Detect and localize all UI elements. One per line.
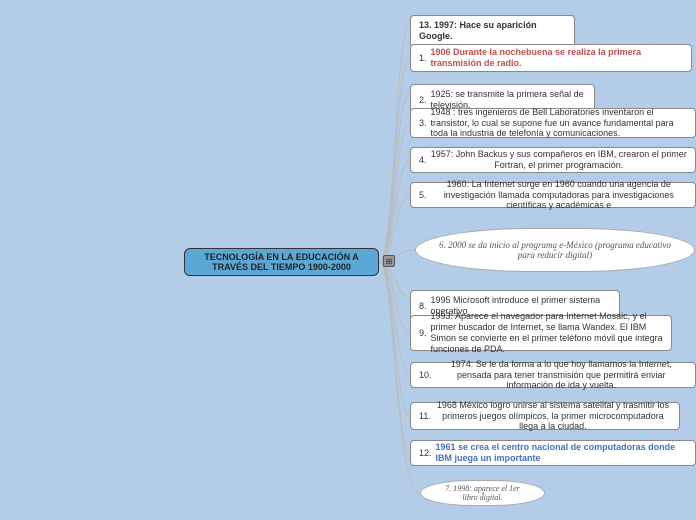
node-9[interactable]: 9. 1993: Aparece el navegador para Inter… (410, 315, 672, 351)
central-topic[interactable]: TECNOLOGÍA EN LA EDUCACIÓN A TRAVÉS DEL … (184, 248, 379, 276)
node-3[interactable]: 3. 1948 : tres ingenieros de Bell Labora… (410, 108, 696, 138)
node-number: 10. (419, 370, 432, 380)
node-10[interactable]: 10. 1974: Se le da forma a lo que hoy ll… (410, 362, 696, 388)
node-number: 4. (419, 155, 427, 165)
expand-icon[interactable]: ⊞ (383, 255, 395, 267)
node-text: 7. 1998: aparece el 1er libro digital. (441, 484, 524, 502)
node-number: 8. (419, 301, 427, 311)
node-number: 3. (419, 118, 427, 128)
node-5[interactable]: 5. 1960: La Internet surge en 1960 cuand… (410, 182, 696, 208)
node-text: 1906 Durante la nochebuena se realiza la… (431, 47, 683, 69)
node-number: 5. (419, 190, 427, 200)
central-title: TECNOLOGÍA EN LA EDUCACIÓN A TRAVÉS DEL … (193, 252, 370, 272)
mindmap-canvas: TECNOLOGÍA EN LA EDUCACIÓN A TRAVÉS DEL … (0, 0, 696, 520)
node-text: 1961 se crea el centro nacional de compu… (436, 442, 687, 464)
node-4[interactable]: 4. 1957: John Backus y sus compañeros en… (410, 147, 696, 173)
node-number: 2. (419, 95, 427, 105)
node-7-cloud[interactable]: 7. 1998: aparece el 1er libro digital. (420, 480, 545, 506)
node-text: 13. 1997: Hace su aparición Google. (419, 20, 566, 42)
node-1[interactable]: 1. 1906 Durante la nochebuena se realiza… (410, 44, 692, 72)
node-13[interactable]: 13. 1997: Hace su aparición Google. (410, 15, 575, 47)
node-number: 9. (419, 328, 427, 338)
node-number: 1. (419, 53, 427, 63)
node-text: 1993: Aparece el navegador para Internet… (431, 311, 663, 354)
node-text: 1960: La Internet surge en 1960 cuando u… (431, 179, 687, 211)
node-6-cloud[interactable]: 6. 2000 se da inicio al programa e-Méxic… (415, 228, 695, 272)
node-text: 1957: John Backus y sus compañeros en IB… (431, 149, 687, 171)
node-11[interactable]: 11. 1968 México logro unirse al sistema … (410, 402, 680, 430)
node-text: 6. 2000 se da inicio al programa e-Méxic… (436, 240, 674, 260)
node-text: 1968 México logro unirse al sistema sate… (435, 400, 671, 432)
node-number: 11. (419, 411, 431, 421)
node-text: 1948 : tres ingenieros de Bell Laborator… (431, 107, 687, 139)
node-text: 1974: Se le da forma a lo que hoy llamam… (436, 359, 687, 391)
node-number: 12. (419, 448, 432, 458)
node-12[interactable]: 12. 1961 se crea el centro nacional de c… (410, 440, 696, 466)
